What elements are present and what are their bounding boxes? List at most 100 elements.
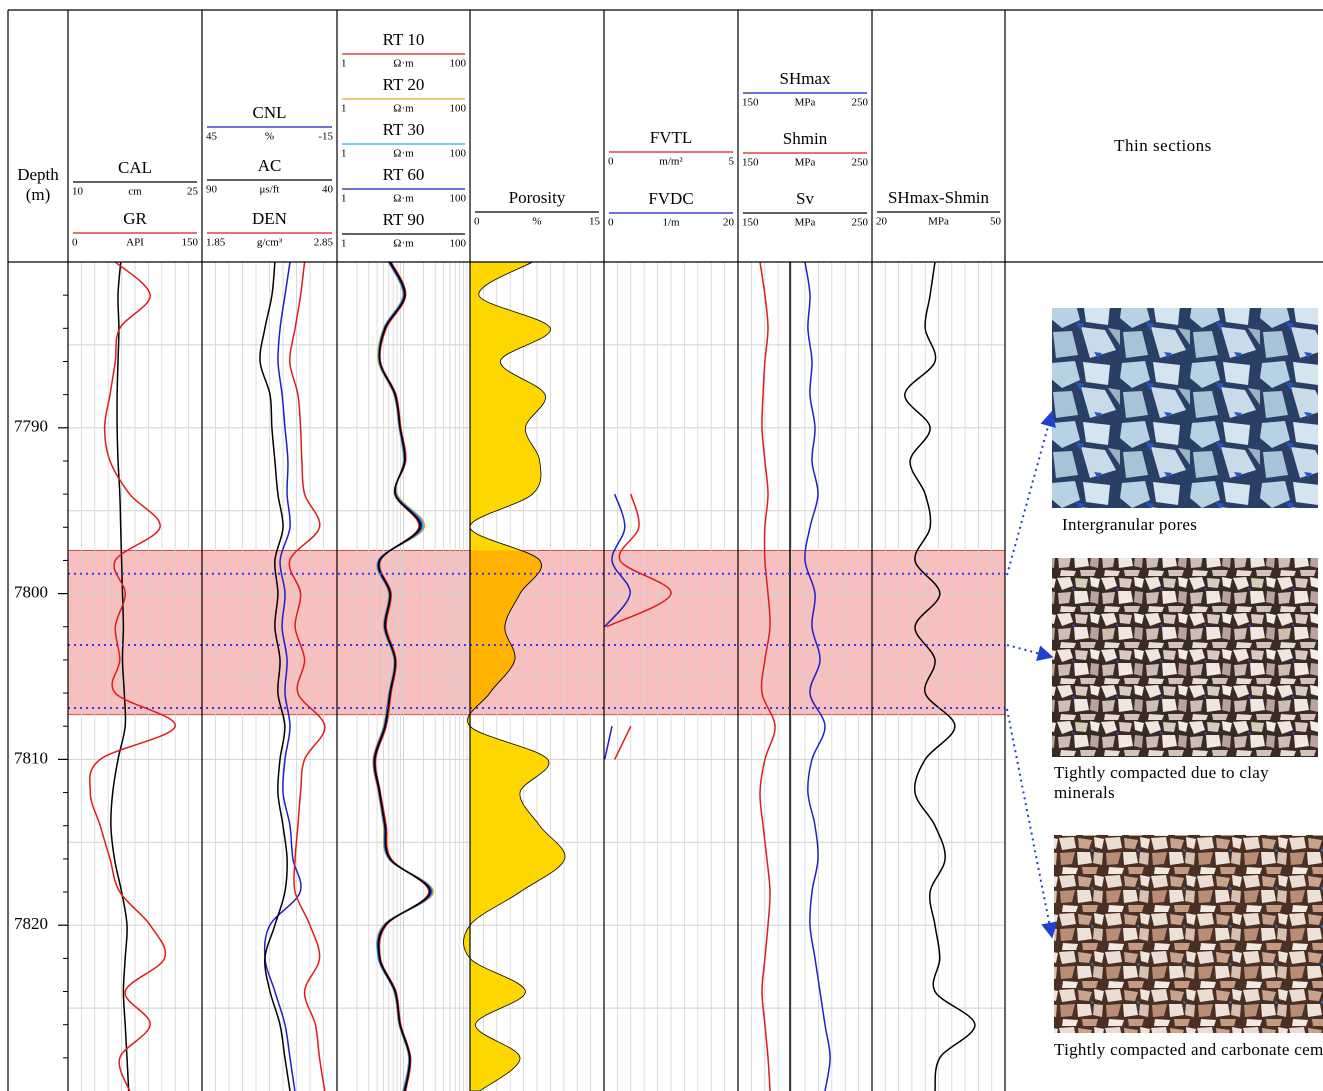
scale-min: 1 bbox=[341, 238, 347, 250]
log-curve bbox=[904, 261, 976, 1091]
scale-unit: MPa bbox=[795, 217, 816, 229]
scale-unit: MPa bbox=[795, 157, 816, 169]
scale-min: 150 bbox=[742, 97, 759, 109]
scale-min: 0 bbox=[72, 237, 78, 249]
scale-min: 1 bbox=[341, 58, 347, 70]
curve-name: Porosity bbox=[509, 188, 566, 207]
curve-name: CAL bbox=[118, 158, 152, 177]
log-curve bbox=[259, 261, 291, 1091]
scale-min: 1 bbox=[341, 193, 347, 205]
y-tick-label: 7800 bbox=[14, 583, 48, 602]
scale-max: 250 bbox=[852, 97, 869, 109]
porosity-fill-zone bbox=[469, 550, 542, 715]
curve-name: SHmax bbox=[780, 69, 832, 88]
scale-min: 0 bbox=[608, 156, 614, 168]
thin-sections-title: Thin sections bbox=[1114, 136, 1212, 155]
log-curve bbox=[88, 261, 176, 1091]
scale-unit: cm bbox=[128, 186, 142, 198]
log-curve bbox=[606, 493, 672, 628]
thin-section-image bbox=[1054, 835, 1323, 1033]
scale-max: 100 bbox=[450, 58, 467, 70]
scale-max: 100 bbox=[450, 238, 467, 250]
scale-min: 45 bbox=[206, 131, 218, 143]
scale-min: 150 bbox=[742, 217, 759, 229]
scale-max: 2.85 bbox=[314, 237, 334, 249]
scale-max: 100 bbox=[450, 193, 467, 205]
scale-max: -15 bbox=[318, 131, 333, 143]
depth-unit: (m) bbox=[26, 185, 51, 204]
curve-name: FVTL bbox=[650, 128, 693, 147]
scale-min: 1 bbox=[341, 148, 347, 160]
scale-min: 1.85 bbox=[206, 237, 226, 249]
curve-name: AC bbox=[258, 156, 282, 175]
scale-unit: Ω·m bbox=[393, 58, 414, 70]
scale-max: 100 bbox=[450, 148, 467, 160]
scale-unit: API bbox=[126, 237, 144, 249]
curve-name: RT 20 bbox=[383, 75, 425, 94]
log-curve bbox=[373, 261, 431, 1091]
scale-max: 250 bbox=[852, 157, 869, 169]
scale-unit: Ω·m bbox=[393, 103, 414, 115]
scale-min: 150 bbox=[742, 157, 759, 169]
scale-max: 40 bbox=[322, 184, 334, 196]
scale-unit: Ω·m bbox=[393, 193, 414, 205]
scale-unit: MPa bbox=[795, 97, 816, 109]
y-tick-label: 7790 bbox=[14, 417, 48, 436]
scale-unit: % bbox=[532, 216, 541, 228]
curve-name: RT 30 bbox=[383, 120, 425, 139]
curve-name: Sv bbox=[796, 189, 814, 208]
scale-unit: Ω·m bbox=[393, 148, 414, 160]
y-tick-label: 7820 bbox=[14, 914, 48, 933]
scale-max: 20 bbox=[723, 217, 735, 229]
caption: Tightly compacted due to clay minerals bbox=[1054, 763, 1269, 802]
log-curve bbox=[110, 261, 130, 1091]
curve-name: RT 60 bbox=[383, 165, 425, 184]
caption: Tightly compacted and carbonate cements bbox=[1054, 1040, 1323, 1059]
scale-min: 0 bbox=[608, 217, 614, 229]
y-tick-label: 7810 bbox=[14, 748, 48, 767]
curve-name: RT 10 bbox=[383, 30, 425, 49]
log-curve bbox=[288, 261, 326, 1091]
scale-unit: Ω·m bbox=[393, 238, 414, 250]
scale-unit: μs/ft bbox=[260, 184, 280, 196]
scale-max: 50 bbox=[990, 216, 1002, 228]
depth-title: Depth bbox=[17, 165, 59, 184]
arrow bbox=[1006, 410, 1056, 576]
caption: Intergranular pores bbox=[1062, 515, 1198, 534]
log-curve bbox=[759, 261, 776, 1091]
curve-name: DEN bbox=[252, 209, 287, 228]
scale-unit: % bbox=[265, 131, 274, 143]
scale-min: 1 bbox=[341, 103, 347, 115]
log-curve bbox=[604, 493, 631, 628]
curve-name: SHmax-Shmin bbox=[888, 188, 990, 207]
scale-max: 5 bbox=[729, 156, 735, 168]
scale-max: 25 bbox=[187, 186, 199, 198]
thin-section-image bbox=[1052, 558, 1318, 757]
curve-name: RT 90 bbox=[383, 210, 425, 229]
frame: 7790 7800 7810 7820 bbox=[14, 262, 1006, 1091]
scale-min: 10 bbox=[72, 186, 84, 198]
arrow bbox=[1006, 644, 1054, 662]
scale-max: 150 bbox=[182, 237, 199, 249]
curve-name: Shmin bbox=[783, 129, 828, 148]
log-curve bbox=[614, 725, 632, 760]
arrow bbox=[1006, 708, 1058, 939]
scale-min: 90 bbox=[206, 184, 218, 196]
curve-name: CNL bbox=[253, 103, 287, 122]
scale-min: 20 bbox=[876, 216, 888, 228]
scale-min: 0 bbox=[474, 216, 480, 228]
scale-unit: MPa bbox=[928, 216, 949, 228]
interval-zone bbox=[67, 549, 1006, 716]
scale-max: 100 bbox=[450, 103, 467, 115]
log-curve bbox=[804, 261, 831, 1091]
thin-section-image bbox=[1052, 308, 1318, 508]
scale-max: 15 bbox=[589, 216, 601, 228]
log-curve bbox=[603, 726, 613, 760]
scale-unit: 1/m bbox=[662, 217, 680, 229]
scale-unit: g/cm³ bbox=[257, 237, 283, 249]
curve-name: FVDC bbox=[648, 189, 693, 208]
curve-name: GR bbox=[123, 209, 147, 228]
scale-unit: m/m² bbox=[659, 156, 683, 168]
